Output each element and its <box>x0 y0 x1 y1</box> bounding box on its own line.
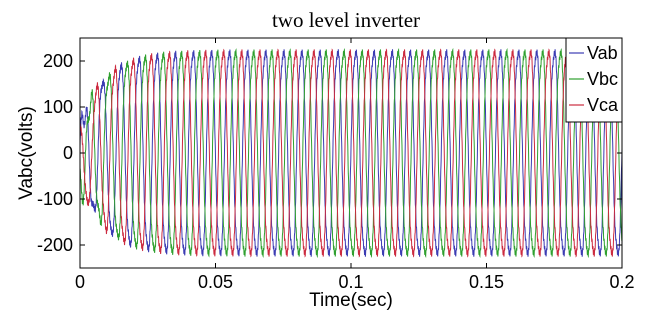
y-axis: -200 -100 0 100 200 <box>37 51 622 255</box>
series-group <box>80 47 622 259</box>
series-line-vbc <box>80 47 622 259</box>
legend: Vab Vbc Vca <box>565 37 623 123</box>
x-tick-label: 0.2 <box>609 272 634 292</box>
y-tick-label: -200 <box>37 235 73 255</box>
chart-title: two level inverter <box>272 8 420 32</box>
legend-label-vab: Vab <box>587 43 618 63</box>
x-tick-label: 0.1 <box>338 272 363 292</box>
x-axis: 0 0.05 0.1 0.15 0.2 <box>75 38 635 292</box>
y-tick-label: 100 <box>43 97 73 117</box>
y-tick-label: 0 <box>63 143 73 163</box>
x-tick-label: 0.05 <box>198 272 233 292</box>
series-line-vab <box>80 49 622 257</box>
series-line-vca <box>80 48 622 258</box>
y-tick-label: 200 <box>43 51 73 71</box>
legend-label-vbc: Vbc <box>587 69 618 89</box>
y-axis-label: Vabc(volts) <box>16 106 37 200</box>
x-tick-label: 0.15 <box>469 272 504 292</box>
x-tick-label: 0 <box>75 272 85 292</box>
y-tick-label: -100 <box>37 189 73 209</box>
x-axis-label: Time(sec) <box>309 290 393 311</box>
legend-box <box>565 37 623 123</box>
legend-label-vca: Vca <box>587 95 619 115</box>
